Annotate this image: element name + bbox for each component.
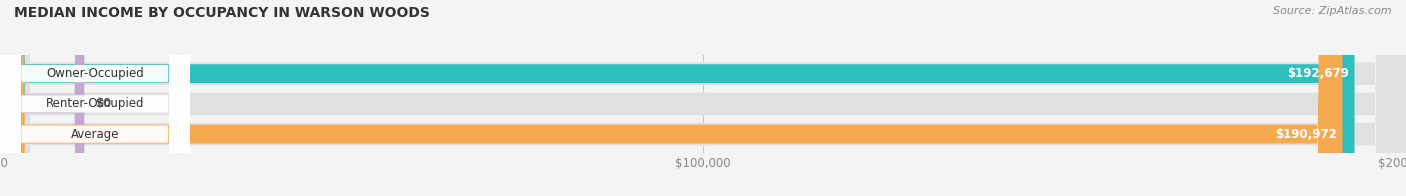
Text: $0: $0 — [96, 97, 112, 110]
Text: Source: ZipAtlas.com: Source: ZipAtlas.com — [1274, 6, 1392, 16]
FancyBboxPatch shape — [0, 0, 1343, 196]
FancyBboxPatch shape — [0, 0, 84, 196]
FancyBboxPatch shape — [0, 0, 190, 196]
Text: Owner-Occupied: Owner-Occupied — [46, 67, 143, 80]
Text: Average: Average — [70, 128, 120, 141]
Text: $190,972: $190,972 — [1275, 128, 1337, 141]
FancyBboxPatch shape — [0, 0, 190, 196]
Text: Renter-Occupied: Renter-Occupied — [45, 97, 145, 110]
Text: $192,679: $192,679 — [1286, 67, 1348, 80]
FancyBboxPatch shape — [0, 0, 190, 196]
Text: MEDIAN INCOME BY OCCUPANCY IN WARSON WOODS: MEDIAN INCOME BY OCCUPANCY IN WARSON WOO… — [14, 6, 430, 20]
FancyBboxPatch shape — [0, 0, 1354, 196]
